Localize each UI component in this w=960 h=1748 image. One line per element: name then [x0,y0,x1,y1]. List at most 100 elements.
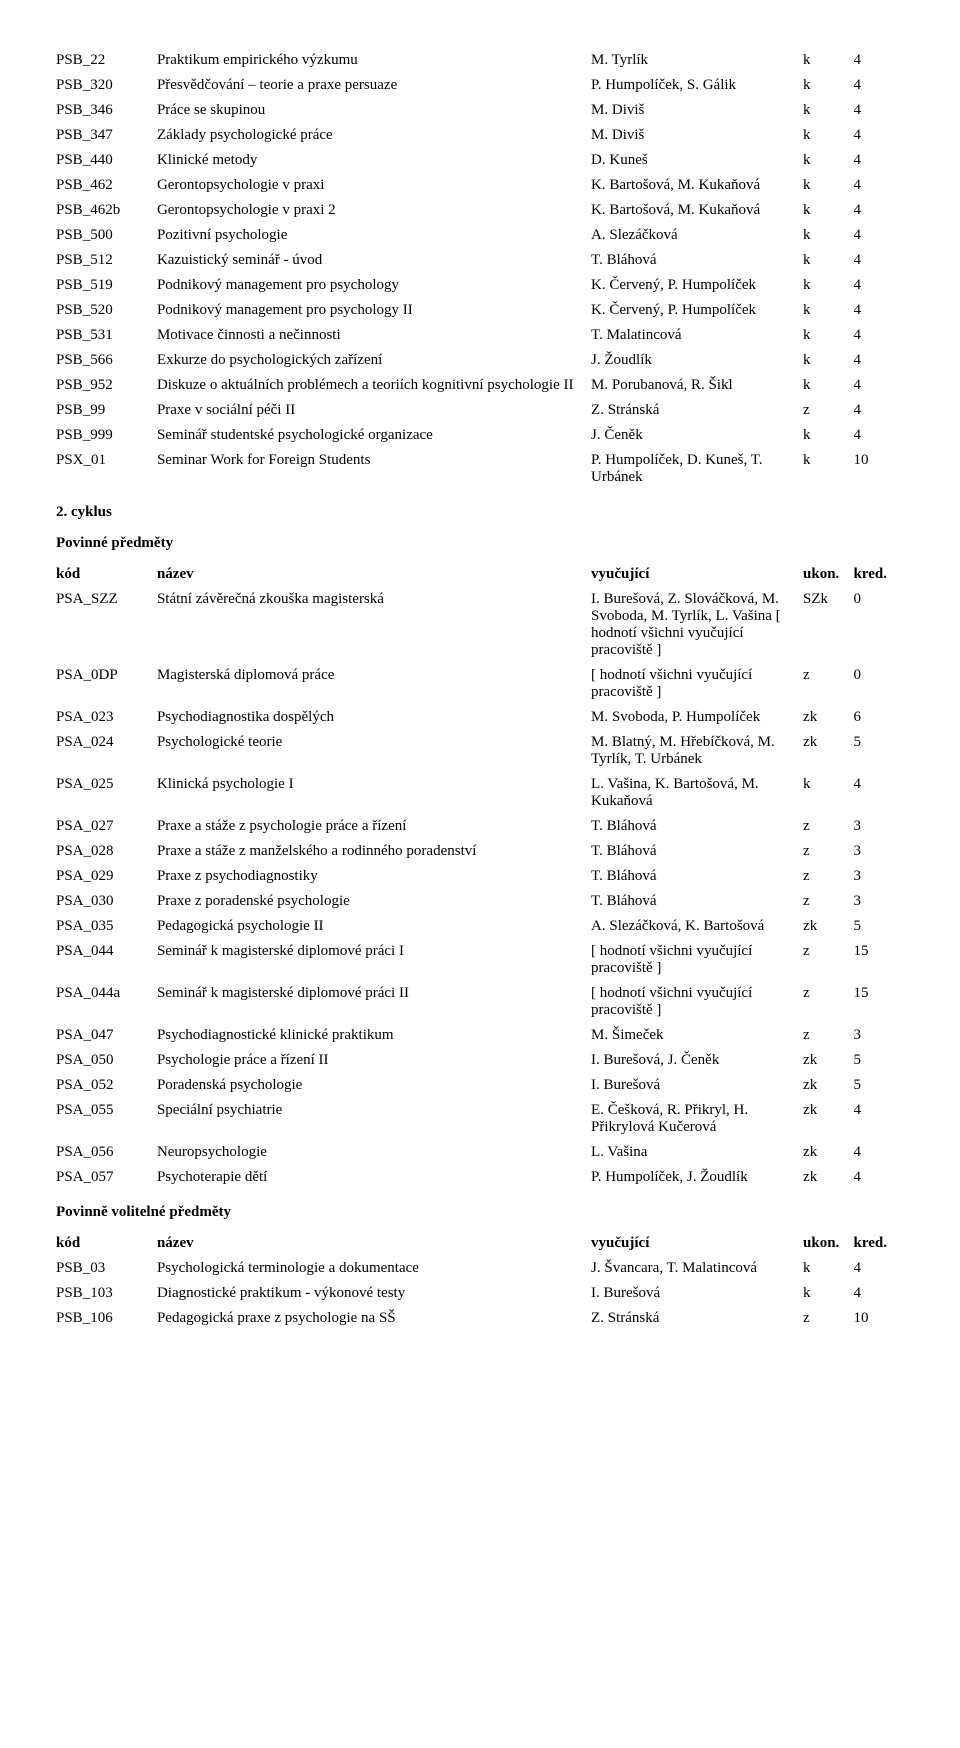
cell-name: Praxe z psychodiagnostiky [157,864,591,889]
cell-kred: 4 [854,298,905,323]
table-row: PSB_519Podnikový management pro psycholo… [56,273,904,298]
header-code: kód [56,1231,157,1256]
cell-code: PSA_0DP [56,663,157,705]
cell-code: PSA_028 [56,839,157,864]
cell-ukon: k [803,448,853,490]
table-row: PSA_028Praxe a stáže z manželského a rod… [56,839,904,864]
cell-code: PSB_99 [56,398,157,423]
table-row: PSB_22Praktikum empirického výzkumuM. Ty… [56,48,904,73]
cell-ukon: z [803,839,853,864]
cell-teacher: [ hodnotí všichni vyučující pracoviště ] [591,939,803,981]
table-row: PSB_320Přesvědčování – teorie a praxe pe… [56,73,904,98]
cell-code: PSA_044 [56,939,157,981]
cell-teacher: [ hodnotí všichni vyučující pracoviště ] [591,981,803,1023]
cell-code: PSB_999 [56,423,157,448]
table-row: PSA_0DPMagisterská diplomová práce[ hodn… [56,663,904,705]
cell-name: Podnikový management pro psychology II [157,298,591,323]
cell-teacher: M. Diviš [591,123,803,148]
cell-kred: 3 [854,814,905,839]
table-row: PSA_044Seminář k magisterské diplomové p… [56,939,904,981]
cell-name: Pedagogická psychologie II [157,914,591,939]
section-heading: Povinně volitelné předměty [56,1204,904,1221]
cell-code: PSB_531 [56,323,157,348]
cell-teacher: M. Porubanová, R. Šikl [591,373,803,398]
cell-ukon: k [803,373,853,398]
cell-kred: 3 [854,864,905,889]
cell-teacher: M. Blatný, M. Hřebíčková, M. Tyrlík, T. … [591,730,803,772]
cell-teacher: T. Bláhová [591,248,803,273]
cell-ukon: k [803,273,853,298]
cell-name: Neuropsychologie [157,1140,591,1165]
cell-ukon: k [803,772,853,814]
cell-code: PSB_519 [56,273,157,298]
course-table: kódnázevvyučujícíukon.kred.PSB_03Psychol… [56,1231,904,1331]
cell-teacher: A. Slezáčková, K. Bartošová [591,914,803,939]
cell-teacher: T. Malatincová [591,323,803,348]
cell-kred: 5 [854,914,905,939]
cell-name: Pedagogická praxe z psychologie na SŠ [157,1306,591,1331]
cell-name: Poradenská psychologie [157,1073,591,1098]
cell-ukon: z [803,939,853,981]
cell-kred: 4 [854,398,905,423]
cell-ukon: zk [803,1165,853,1190]
table-row: PSA_023Psychodiagnostika dospělýchM. Svo… [56,705,904,730]
table-row: PSA_030Praxe z poradenské psychologieT. … [56,889,904,914]
cell-name: Praxe a stáže z manželského a rodinného … [157,839,591,864]
header-name: název [157,562,591,587]
cell-ukon: zk [803,1073,853,1098]
cell-code: PSB_500 [56,223,157,248]
cell-teacher: J. Čeněk [591,423,803,448]
cell-ukon: k [803,1281,853,1306]
cell-teacher: T. Bláhová [591,889,803,914]
cell-kred: 0 [854,663,905,705]
table-row: PSB_531Motivace činnosti a nečinnostiT. … [56,323,904,348]
table-row: PSB_440Klinické metodyD. Kunešk4 [56,148,904,173]
cell-ukon: k [803,98,853,123]
cell-kred: 10 [854,448,905,490]
cell-teacher: P. Humpolíček, J. Žoudlík [591,1165,803,1190]
table-row: PSA_027Praxe a stáže z psychologie práce… [56,814,904,839]
cell-ukon: k [803,198,853,223]
header-kred: kred. [854,562,905,587]
cell-code: PSA_056 [56,1140,157,1165]
cell-teacher: T. Bláhová [591,839,803,864]
cell-teacher: T. Bláhová [591,814,803,839]
cell-kred: 4 [854,123,905,148]
table-row: PSB_512Kazuistický seminář - úvodT. Bláh… [56,248,904,273]
cell-kred: 4 [854,148,905,173]
cell-ukon: k [803,223,853,248]
cell-ukon: k [803,1256,853,1281]
cell-teacher: I. Burešová [591,1073,803,1098]
cell-kred: 4 [854,1140,905,1165]
cell-name: Praktikum empirického výzkumu [157,48,591,73]
cell-teacher: T. Bláhová [591,864,803,889]
cell-code: PSA_025 [56,772,157,814]
header-name: název [157,1231,591,1256]
cell-ukon: z [803,814,853,839]
cell-name: Pozitivní psychologie [157,223,591,248]
cell-kred: 4 [854,223,905,248]
cell-code: PSB_106 [56,1306,157,1331]
cell-code: PSA_050 [56,1048,157,1073]
cell-name: Psychodiagnostické klinické praktikum [157,1023,591,1048]
table-row: PSB_500Pozitivní psychologieA. Slezáčkov… [56,223,904,248]
cell-name: Magisterská diplomová práce [157,663,591,705]
cell-code: PSB_22 [56,48,157,73]
cell-ukon: z [803,1306,853,1331]
cell-ukon: z [803,864,853,889]
header-ukon: ukon. [803,562,853,587]
cell-teacher: L. Vašina [591,1140,803,1165]
cell-teacher: [ hodnotí všichni vyučující pracoviště ] [591,663,803,705]
cell-kred: 3 [854,839,905,864]
cell-ukon: z [803,889,853,914]
cell-code: PSB_03 [56,1256,157,1281]
table-row: PSA_055Speciální psychiatrieE. Češková, … [56,1098,904,1140]
cell-code: PSB_512 [56,248,157,273]
cell-kred: 5 [854,730,905,772]
table-row: PSA_SZZStátní závěrečná zkouška magister… [56,587,904,663]
cell-kred: 4 [854,1098,905,1140]
cell-code: PSB_520 [56,298,157,323]
cell-code: PSB_566 [56,348,157,373]
cell-ukon: k [803,173,853,198]
table-row: PSB_346Práce se skupinouM. Divišk4 [56,98,904,123]
